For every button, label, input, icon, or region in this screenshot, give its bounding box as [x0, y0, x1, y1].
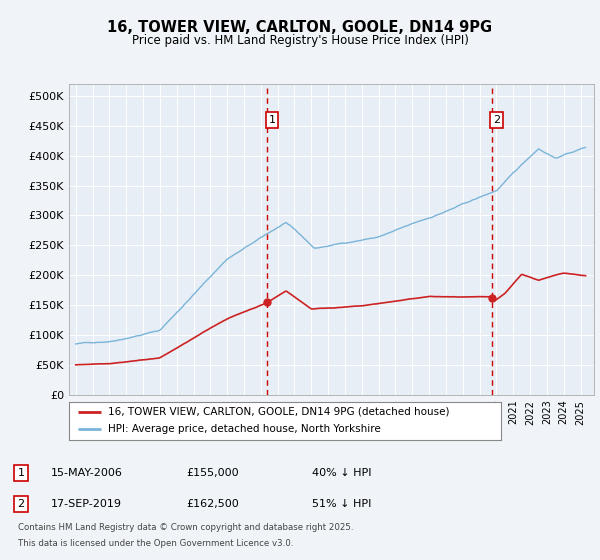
Text: 40% ↓ HPI: 40% ↓ HPI	[312, 468, 371, 478]
Text: 1: 1	[17, 468, 25, 478]
Text: 15-MAY-2006: 15-MAY-2006	[51, 468, 123, 478]
Text: 17-SEP-2019: 17-SEP-2019	[51, 499, 122, 509]
Text: £162,500: £162,500	[186, 499, 239, 509]
Text: 2: 2	[17, 499, 25, 509]
Text: £155,000: £155,000	[186, 468, 239, 478]
Text: 16, TOWER VIEW, CARLTON, GOOLE, DN14 9PG: 16, TOWER VIEW, CARLTON, GOOLE, DN14 9PG	[107, 20, 493, 35]
Text: 1: 1	[269, 115, 275, 125]
Text: Contains HM Land Registry data © Crown copyright and database right 2025.: Contains HM Land Registry data © Crown c…	[18, 523, 353, 532]
Text: HPI: Average price, detached house, North Yorkshire: HPI: Average price, detached house, Nort…	[108, 424, 380, 435]
Text: 16, TOWER VIEW, CARLTON, GOOLE, DN14 9PG (detached house): 16, TOWER VIEW, CARLTON, GOOLE, DN14 9PG…	[108, 407, 449, 417]
Text: 2: 2	[493, 115, 500, 125]
Text: 51% ↓ HPI: 51% ↓ HPI	[312, 499, 371, 509]
Text: This data is licensed under the Open Government Licence v3.0.: This data is licensed under the Open Gov…	[18, 539, 293, 548]
Text: Price paid vs. HM Land Registry's House Price Index (HPI): Price paid vs. HM Land Registry's House …	[131, 34, 469, 46]
